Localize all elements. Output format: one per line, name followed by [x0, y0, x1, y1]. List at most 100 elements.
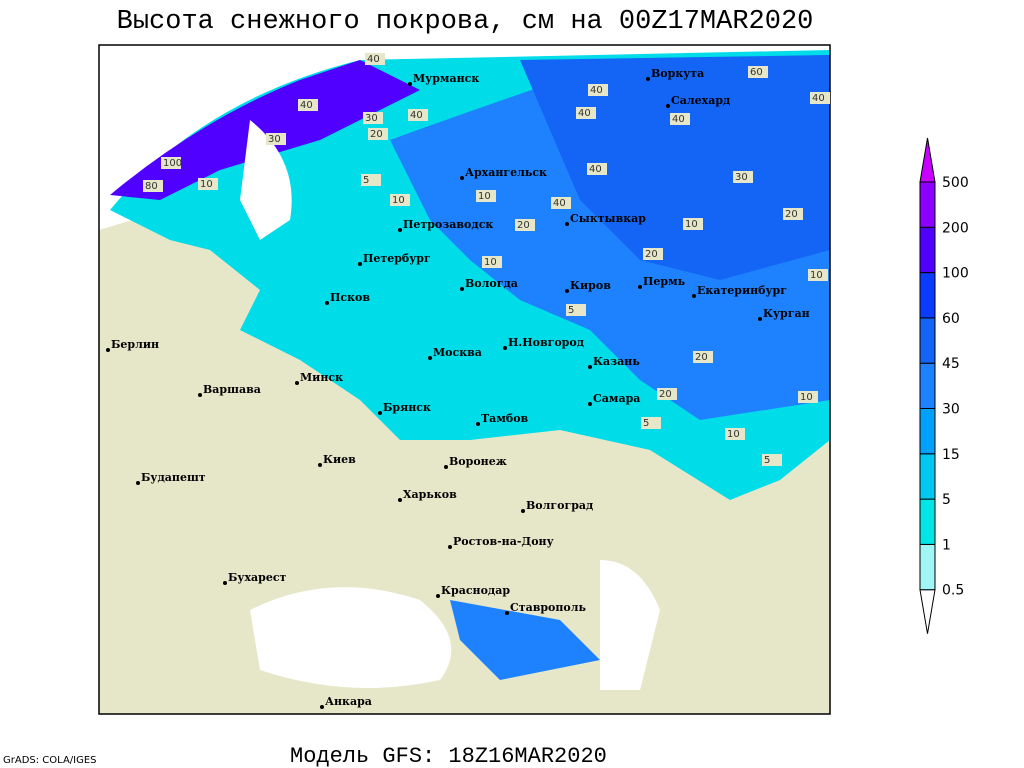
city-dot	[198, 393, 202, 397]
credit: GrADS: COLA/IGES	[3, 755, 97, 766]
contour-label-box	[783, 208, 803, 220]
colorbar-box	[919, 453, 936, 500]
colorbar-box	[919, 543, 936, 591]
city-dot	[503, 346, 507, 350]
city-label: Мурманск	[413, 72, 479, 85]
contour-label: 30	[365, 113, 378, 124]
city-label: Екатеринбург	[697, 284, 787, 297]
contour-label-box	[363, 112, 383, 124]
contour-label: 5	[764, 455, 770, 466]
city-dot	[436, 594, 440, 598]
contour-label: 10	[800, 392, 813, 403]
contour-label: 40	[578, 108, 591, 119]
city-dot	[358, 262, 362, 266]
contour-label-box	[641, 417, 661, 429]
contour-label: 10	[200, 179, 213, 190]
city-label: Минск	[300, 371, 343, 384]
contour-label: 20	[645, 249, 658, 260]
city-dot	[565, 289, 569, 293]
city-label: Воркута	[651, 67, 704, 80]
colorbar-top	[919, 137, 936, 183]
city-label: Ставрополь	[510, 601, 587, 614]
colorbar-box	[919, 317, 936, 364]
contour-label: 40	[589, 164, 602, 175]
city-label: Воронеж	[449, 455, 507, 468]
city-dot	[588, 402, 592, 406]
contour-label: 20	[785, 209, 798, 220]
colorbar-label: 30	[942, 402, 960, 418]
city-label: Ростов-на-Дону	[453, 535, 554, 548]
contour-label-box	[576, 107, 596, 119]
contour-label: 40	[590, 85, 603, 96]
contour-label: 40	[300, 100, 313, 111]
city-label: Сыктывкар	[570, 212, 646, 225]
colorbar-label: 15	[942, 447, 960, 463]
city-label: Петрозаводск	[403, 218, 493, 231]
city-label: Краснодар	[441, 584, 510, 597]
contour-label: 10	[685, 219, 698, 230]
contour-label: 10	[810, 270, 823, 281]
contour-label-box	[161, 157, 181, 169]
colorbar-label: 1	[942, 537, 951, 553]
city-dot	[692, 294, 696, 298]
contour-label: 20	[370, 129, 383, 140]
colorbar-label: 100	[942, 266, 969, 282]
contour-label: 30	[735, 172, 748, 183]
snow-caucasus	[450, 600, 600, 680]
contour-label-box	[798, 391, 818, 403]
snow-deep	[520, 55, 830, 280]
city-label: Волгоград	[526, 499, 593, 512]
colorbar-label: 45	[942, 356, 960, 372]
city-dot	[325, 301, 329, 305]
city-dot	[398, 498, 402, 502]
city-label: Берлин	[111, 338, 159, 351]
contour-label-box	[643, 248, 663, 260]
contour-label-box	[143, 180, 163, 192]
city-label: Харьков	[403, 488, 457, 501]
city-label: Н.Новгород	[508, 336, 584, 349]
city-label: Анкара	[325, 695, 372, 708]
city-label: Бухарест	[228, 571, 287, 584]
black-sea	[250, 587, 452, 688]
contour-label: 20	[517, 220, 530, 231]
contour-label-box	[670, 113, 690, 125]
contour-label: 10	[392, 195, 405, 206]
city-label: Архангельск	[465, 166, 547, 179]
city-label: Киров	[570, 279, 611, 292]
city-dot	[505, 611, 509, 615]
city-label: Курган	[763, 307, 810, 320]
city-dot	[565, 222, 569, 226]
city-dot	[378, 411, 382, 415]
colorbar-box	[919, 362, 936, 410]
contour-label-box	[476, 190, 496, 202]
city-dot	[521, 509, 525, 513]
colorbar-label: 0.5	[942, 583, 964, 599]
contour-label: 100	[163, 158, 182, 169]
contour-label-box	[657, 388, 677, 400]
colorbar-label: 5	[942, 492, 951, 508]
contour-label: 30	[268, 134, 281, 145]
city-label: Вологда	[465, 277, 518, 290]
contour-label: 80	[145, 181, 158, 192]
contour-label-box	[298, 99, 318, 111]
colorbar-label: 60	[942, 311, 960, 327]
contour-label-box	[368, 128, 388, 140]
city-dot	[448, 545, 452, 549]
city-label: Тамбов	[481, 412, 529, 425]
city-dot	[428, 356, 432, 360]
colorbar-bottom	[919, 589, 936, 634]
contour-label: 10	[727, 429, 740, 440]
colorbar-box	[919, 226, 936, 274]
contour-label-box	[390, 194, 410, 206]
city-dot	[646, 77, 650, 81]
caspian	[600, 560, 660, 690]
contour-label-box	[588, 84, 608, 96]
colorbar-label: 500	[942, 175, 969, 191]
contour-label-box	[198, 178, 218, 190]
contour-label: 40	[410, 110, 423, 121]
colorbar-box	[919, 498, 936, 545]
colorbar-box	[919, 181, 936, 228]
city-dot	[223, 581, 227, 585]
contour-label-box	[266, 133, 286, 145]
